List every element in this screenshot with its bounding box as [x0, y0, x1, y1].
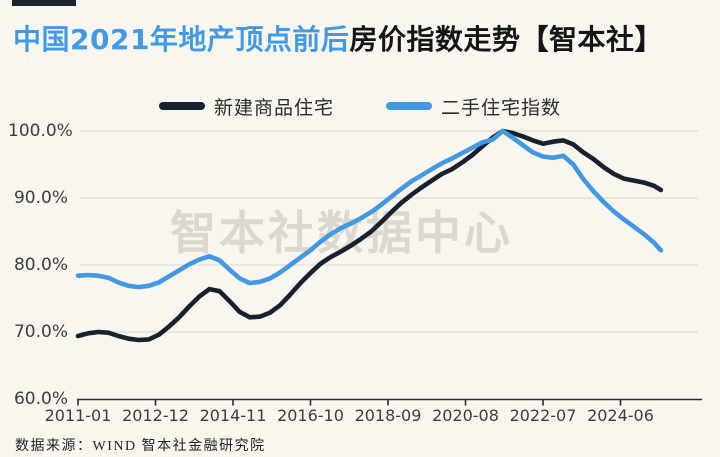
data-source: 数据来源：WIND 智本社金融研究院 — [15, 439, 266, 454]
x-tick-label: 2011-01 — [44, 406, 112, 425]
x-tick-label: 2016-10 — [277, 406, 344, 425]
legend-label: 新建商品住宅 — [213, 97, 334, 119]
y-tick-label: 80.0% — [13, 255, 68, 275]
legend-item-new-homes: 新建商品住宅 — [158, 93, 334, 120]
title-highlight: 中国2021年地产顶点前后 — [13, 23, 350, 56]
series-line-new-homes — [75, 128, 664, 343]
x-tick-label: 2018-09 — [354, 406, 422, 425]
series-line-secondhand — [75, 128, 664, 290]
x-tick-label: 2012-12 — [122, 406, 189, 425]
x-tick-label: 2024-06 — [587, 406, 654, 425]
y-tick-label: 100.0% — [8, 121, 73, 141]
y-tick-label: 60.0% — [13, 389, 68, 409]
accent-bar — [12, 0, 76, 6]
y-tick-label: 70.0% — [13, 322, 68, 342]
legend-label: 二手住宅指数 — [441, 97, 562, 119]
legend-swatch — [386, 102, 432, 110]
title-rest: 房价指数走势【智本社】 — [349, 23, 663, 56]
x-tick-label: 2014-11 — [199, 406, 267, 425]
page-title: 中国2021年地产顶点前后房价指数走势【智本社】 — [13, 18, 713, 58]
legend: 新建商品住宅 二手住宅指数 — [0, 93, 720, 120]
x-tick-label: 2022-07 — [509, 406, 577, 425]
legend-item-secondhand: 二手住宅指数 — [386, 93, 561, 120]
y-tick-label: 90.0% — [13, 188, 68, 208]
x-tick-label: 2020-08 — [432, 406, 499, 425]
legend-swatch — [158, 102, 205, 110]
